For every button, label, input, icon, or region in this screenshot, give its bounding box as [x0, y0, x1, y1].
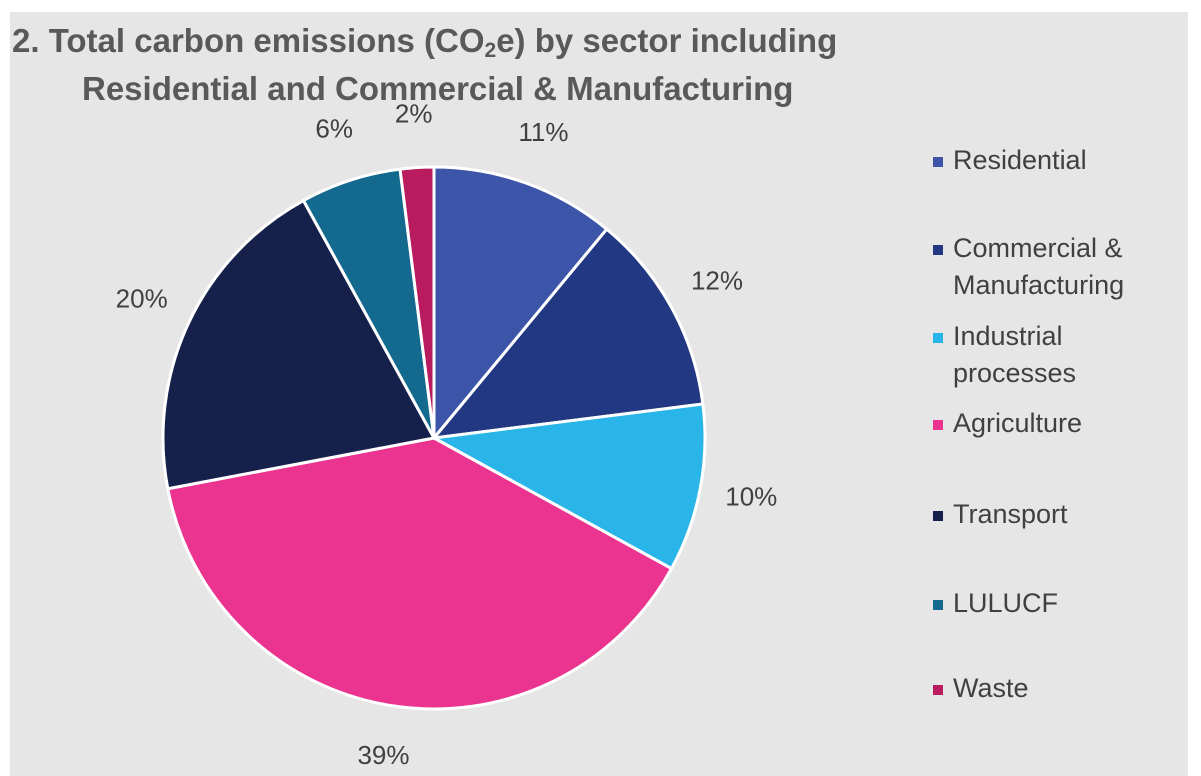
- pie-slice-waste: [398, 165, 436, 440]
- legend-label: processes: [953, 358, 1077, 388]
- legend-item: Commercial & Manufacturing: [933, 230, 1173, 304]
- pie-slice-label: 2%: [395, 98, 433, 128]
- chart-title-subscript: 2: [484, 39, 497, 62]
- legend-item: Residential: [933, 142, 1173, 179]
- legend-swatch: [933, 333, 943, 343]
- chart-title: 2. Total carbon emissions (CO2e) by sect…: [12, 22, 837, 108]
- legend-label: Waste: [953, 673, 1029, 703]
- legend-swatch: [933, 420, 943, 430]
- legend-swatch: [933, 245, 943, 255]
- legend-item: Industrial processes: [933, 318, 1173, 392]
- pie-slice-transport: [161, 199, 436, 491]
- chart-title-main: 2. Total carbon emissions (CO: [12, 22, 485, 59]
- legend-swatch: [933, 157, 943, 167]
- legend-label: Industrial: [953, 321, 1063, 351]
- legend-label: Agriculture: [953, 408, 1083, 438]
- pie-slice-label: 20%: [116, 283, 168, 313]
- pie-slice-label: 11%: [518, 117, 568, 147]
- pie-slice-label: 6%: [315, 114, 353, 144]
- legend-item: LULUCF: [933, 585, 1173, 622]
- pie-slice-agriculture: [166, 436, 673, 711]
- chart-legend: Residential Commercial & Manufacturing Indu…: [933, 0, 1173, 776]
- pie-slice-label: 10%: [725, 481, 777, 511]
- pie-slice-industrial-processes: [432, 402, 707, 571]
- chart-title-rest: e) by sector including: [496, 22, 838, 59]
- pie-slice-labels: 11% 12% 10% 39% 20% 6% 2%: [116, 98, 778, 769]
- pie-slice-residential: [432, 165, 609, 440]
- legend-label: Commercial &: [953, 233, 1123, 263]
- pie-slices: [161, 165, 707, 711]
- legend-label: Manufacturing: [953, 270, 1125, 300]
- pie-slice-label: 39%: [357, 740, 409, 770]
- legend-label: Residential: [953, 145, 1087, 175]
- pie-slice-label: 12%: [691, 265, 743, 295]
- chart-title-line2: Residential and Commercial & Manufacturi…: [82, 70, 794, 107]
- legend-swatch: [933, 685, 943, 695]
- legend-item: Transport: [933, 496, 1173, 533]
- legend-swatch: [933, 600, 943, 610]
- legend-item: Agriculture: [933, 405, 1173, 442]
- legend-item: Waste: [933, 670, 1173, 707]
- pie-slice-commercial-manufacturing: [432, 227, 705, 440]
- legend-swatch: [933, 511, 943, 521]
- legend-label: Transport: [953, 499, 1068, 529]
- legend-label: LULUCF: [953, 588, 1059, 618]
